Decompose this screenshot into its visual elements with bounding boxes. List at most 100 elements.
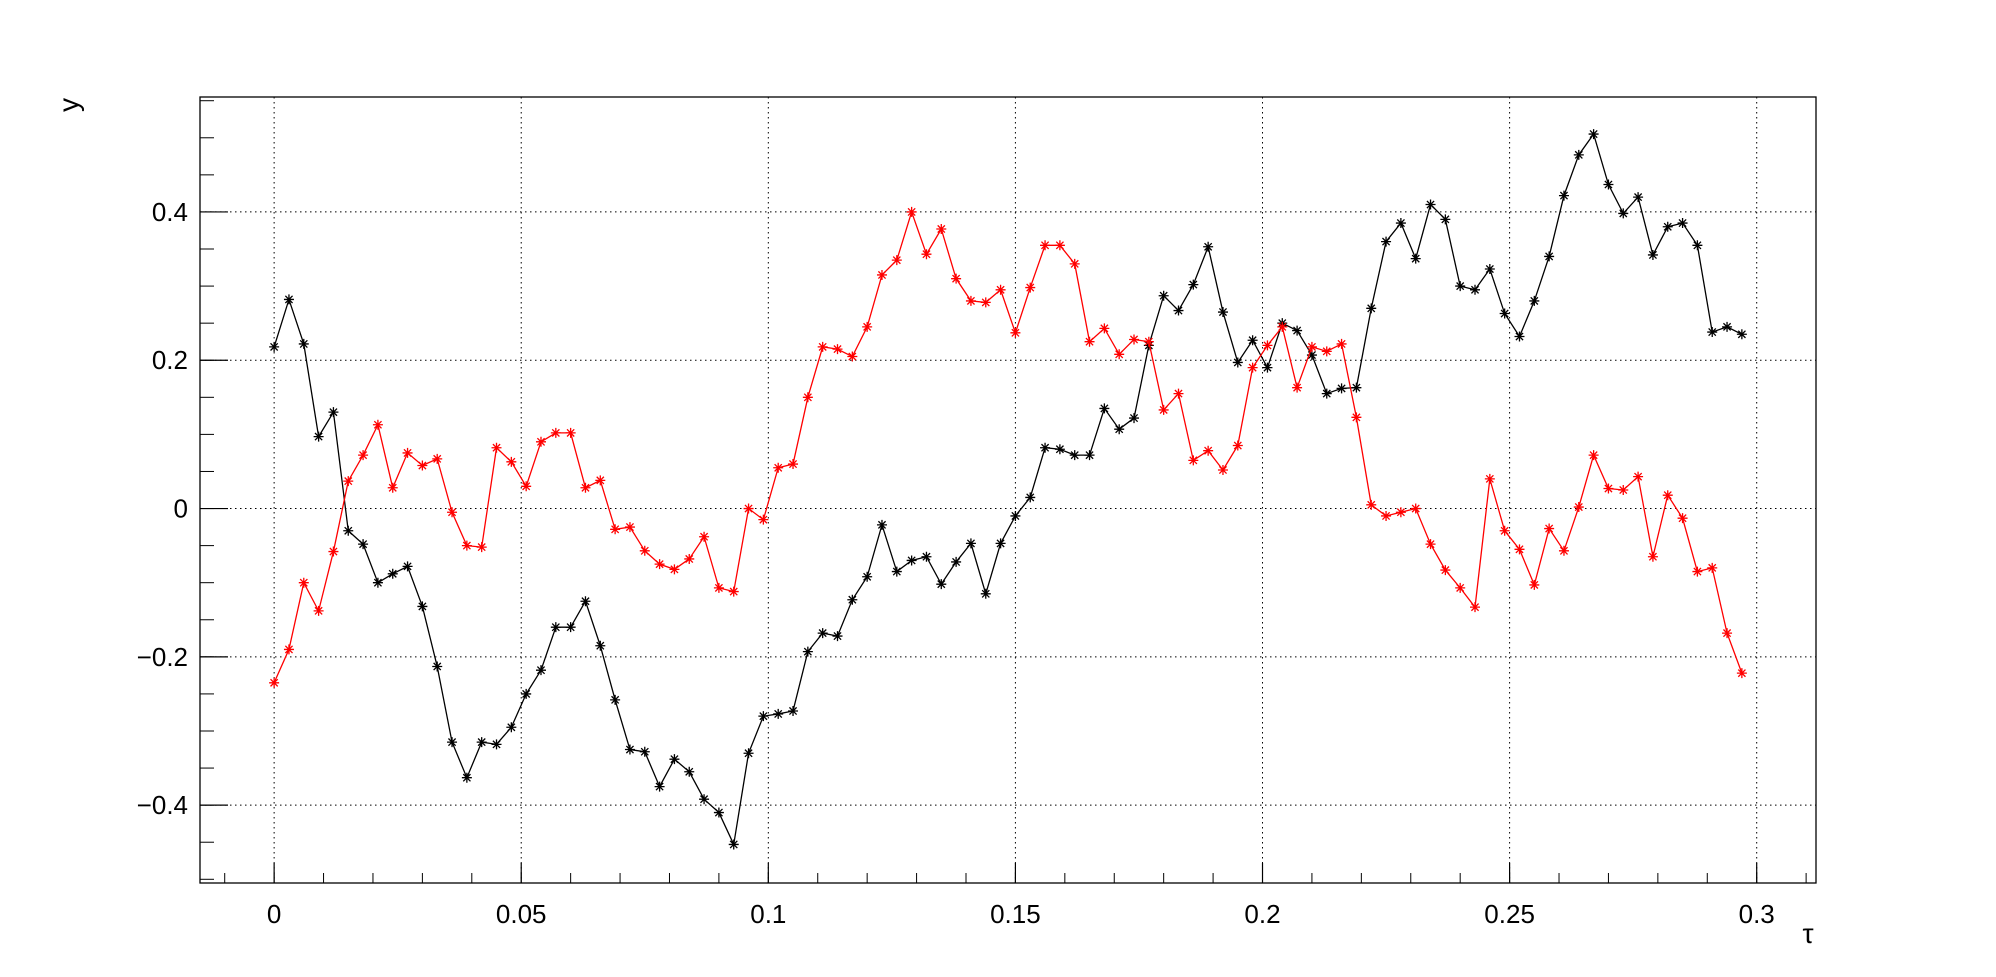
y-tick-label: −0.2 (137, 642, 188, 672)
data-point (832, 344, 843, 355)
data-point (1351, 412, 1362, 423)
data-point (758, 514, 769, 525)
data-point (269, 341, 280, 352)
data-point (417, 601, 428, 612)
data-point (847, 351, 858, 362)
data-point (417, 460, 428, 471)
data-point (1381, 510, 1392, 521)
data-point (1040, 240, 1051, 251)
data-point (328, 546, 339, 557)
data-point (1010, 510, 1021, 521)
data-point (624, 522, 635, 533)
data-point (1425, 199, 1436, 210)
data-point (758, 711, 769, 722)
data-point (1529, 579, 1540, 590)
data-point (1484, 264, 1495, 275)
data-point (906, 206, 917, 217)
data-point (521, 688, 532, 699)
data-point (1203, 241, 1214, 252)
data-point (1558, 190, 1569, 201)
data-point (506, 722, 517, 733)
data-point (832, 631, 843, 642)
data-point (699, 531, 710, 542)
data-point (358, 539, 369, 550)
data-point (1217, 307, 1228, 318)
data-point (684, 766, 695, 777)
x-tick-label: 0.3 (1739, 899, 1775, 929)
data-point (387, 568, 398, 579)
data-point (610, 694, 621, 705)
data-point (461, 772, 472, 783)
data-point (1336, 338, 1347, 349)
data-point (432, 453, 443, 464)
data-point (773, 708, 784, 719)
data-point (1692, 240, 1703, 251)
data-point (1514, 331, 1525, 342)
data-point (654, 559, 665, 570)
data-point (1232, 357, 1243, 368)
data-point (876, 269, 887, 280)
axes: 0 0.05 0.1 0.15 0.2 0.25 0.3 −0.4 −0.2 0 0.2 0.4 (137, 100, 1807, 929)
y-tick-label: −0.4 (137, 790, 188, 820)
data-point (298, 577, 309, 588)
data-point (1158, 290, 1169, 301)
data-point (743, 503, 754, 514)
x-tick-label: 0.2 (1244, 899, 1280, 929)
data-point (1054, 444, 1065, 455)
data-point (1395, 507, 1406, 518)
data-point (684, 553, 695, 564)
data-point (1588, 129, 1599, 140)
data-point (313, 605, 324, 616)
data-point (862, 571, 873, 582)
data-point (1054, 240, 1065, 251)
data-point (1707, 562, 1718, 573)
data-point (1692, 566, 1703, 577)
data-point (1262, 340, 1273, 351)
data-point (1455, 281, 1466, 292)
data-point (965, 538, 976, 549)
data-point (639, 545, 650, 556)
data-point (802, 392, 813, 403)
data-point (1173, 305, 1184, 316)
data-point (1618, 485, 1629, 495)
data-point (639, 746, 650, 757)
data-point (1440, 214, 1451, 225)
data-point (728, 839, 739, 850)
data-point (565, 427, 576, 438)
data-point (1425, 539, 1436, 550)
x-tick-label: 0.25 (1484, 899, 1535, 929)
data-point (358, 450, 369, 461)
y-tick-label: 0 (174, 494, 188, 524)
data-point (1647, 249, 1658, 260)
data-point (1277, 321, 1288, 332)
data-point (1662, 221, 1673, 232)
data-point (1025, 282, 1036, 293)
data-point (699, 794, 710, 805)
data-point (1633, 192, 1644, 203)
data-point (817, 628, 828, 639)
data-point (1292, 382, 1303, 393)
data-point (728, 586, 739, 597)
y-axis-title: y (53, 98, 84, 112)
data-point (283, 294, 294, 305)
data-point (862, 321, 873, 332)
data-point (387, 482, 398, 493)
data-point (773, 462, 784, 473)
data-point (1677, 513, 1688, 524)
data-point (1069, 450, 1080, 461)
data-point (669, 754, 680, 765)
data-point (432, 661, 443, 672)
data-point (891, 255, 902, 266)
data-point (1336, 383, 1347, 394)
series-2 (269, 206, 1747, 688)
plot-frame (199, 96, 1817, 884)
data-point (1736, 329, 1747, 340)
data-point (447, 737, 458, 748)
data-point (802, 646, 813, 657)
x-tick-label: 0.1 (750, 899, 786, 929)
data-point (624, 744, 635, 755)
data-point (1203, 445, 1214, 456)
data-point (921, 551, 932, 562)
data-point (298, 338, 309, 349)
